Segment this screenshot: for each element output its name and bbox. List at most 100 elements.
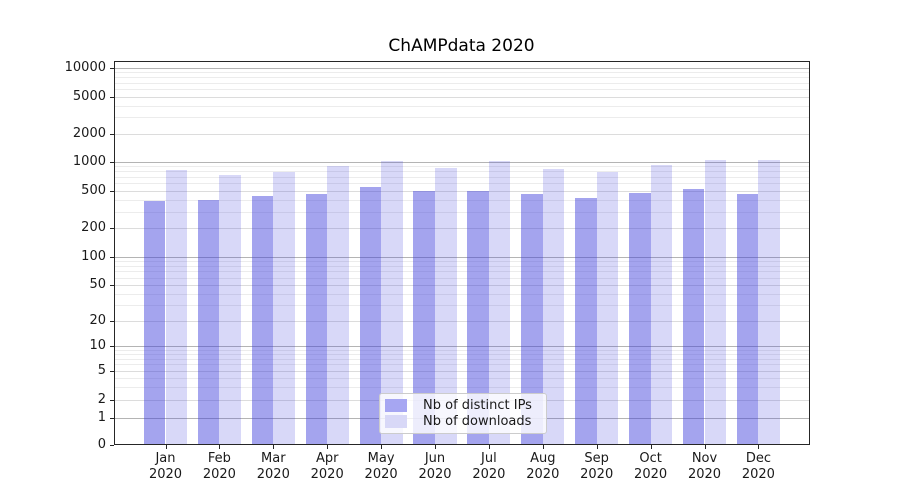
gridline-y-6 bbox=[113, 364, 810, 366]
x-tick-mar bbox=[273, 445, 275, 449]
bar-downloads-aug bbox=[542, 169, 565, 445]
gridline-y-60 bbox=[113, 277, 810, 279]
legend-item-distinct-ips: Nb of distinct IPs bbox=[385, 398, 539, 413]
x-tick-jan bbox=[165, 445, 167, 449]
y-tick-label-1000: 1000 bbox=[72, 154, 106, 169]
bar-distinct-ips-sep bbox=[575, 197, 597, 445]
y-tick-label-5000: 5000 bbox=[72, 89, 106, 104]
chart-title: ChAMPdata 2020 bbox=[388, 36, 535, 56]
y-tick-label-10000: 10000 bbox=[64, 60, 106, 75]
x-tick-label-nov: Nov 2020 bbox=[687, 451, 722, 482]
x-tick-label-sep: Sep 2020 bbox=[580, 451, 614, 482]
y-tick-5 bbox=[109, 371, 114, 372]
y-tick-0 bbox=[109, 445, 114, 446]
x-tick-label-jun: Jun 2020 bbox=[418, 451, 452, 482]
bar-downloads-jun bbox=[435, 167, 457, 445]
y-tick-label-1: 1 bbox=[97, 410, 106, 425]
gridline-y-10 bbox=[113, 346, 810, 347]
gridline-y-4 bbox=[113, 377, 810, 379]
gridline-y-7000 bbox=[113, 82, 810, 84]
gridline-y-200 bbox=[113, 228, 810, 229]
gridline-y-900 bbox=[113, 166, 810, 168]
gridline-y-70 bbox=[113, 271, 810, 273]
gridline-y-40 bbox=[113, 293, 810, 295]
bar-distinct-ips-aug bbox=[521, 193, 543, 445]
y-tick-500 bbox=[109, 191, 114, 192]
y-tick-label-20: 20 bbox=[89, 313, 106, 328]
bar-distinct-ips-jun bbox=[413, 191, 435, 445]
gridline-y-80 bbox=[113, 266, 810, 267]
gridline-y-3 bbox=[113, 386, 810, 388]
gridline-y-300 bbox=[113, 211, 810, 213]
gridline-y-8 bbox=[113, 354, 810, 356]
y-tick-20 bbox=[109, 321, 114, 322]
gridline-y-8000 bbox=[113, 77, 810, 79]
x-tick-label-may: May 2020 bbox=[364, 451, 398, 482]
bar-distinct-ips-jan bbox=[143, 200, 166, 445]
y-tick-200 bbox=[109, 228, 114, 229]
gridline-y-5000 bbox=[113, 97, 810, 98]
x-tick-aug bbox=[542, 445, 544, 449]
gridline-y-500 bbox=[113, 191, 810, 192]
x-tick-oct bbox=[650, 445, 652, 449]
bar-downloads-sep bbox=[596, 171, 619, 445]
x-tick-label-jul: Jul 2020 bbox=[472, 451, 506, 482]
bar-downloads-jul bbox=[488, 161, 511, 445]
plot-area bbox=[113, 60, 810, 445]
gridline-y-7 bbox=[113, 358, 810, 360]
bar-distinct-ips-oct bbox=[629, 193, 651, 445]
x-tick-nov bbox=[704, 445, 706, 449]
y-tick-label-5: 5 bbox=[97, 363, 106, 378]
bar-downloads-oct bbox=[650, 165, 673, 445]
gridline-y-2000 bbox=[113, 133, 810, 135]
bar-downloads-dec bbox=[758, 160, 780, 445]
y-tick-100 bbox=[109, 257, 114, 258]
gridline-y-800 bbox=[113, 171, 810, 173]
y-tick-50 bbox=[109, 285, 114, 286]
x-tick-label-apr: Apr 2020 bbox=[310, 451, 344, 482]
legend: Nb of distinct IPs Nb of downloads bbox=[379, 393, 547, 434]
bar-downloads-may bbox=[381, 160, 403, 445]
gridline-y-20 bbox=[113, 321, 810, 322]
legend-item-downloads: Nb of downloads bbox=[385, 414, 539, 429]
gridline-y-600 bbox=[113, 183, 810, 185]
x-tick-may bbox=[381, 445, 383, 449]
x-tick-label-jan: Jan 2020 bbox=[148, 451, 183, 482]
x-tick-label-feb: Feb 2020 bbox=[202, 451, 236, 482]
bar-downloads-jan bbox=[165, 170, 188, 445]
y-tick-label-500: 500 bbox=[81, 183, 106, 198]
y-tick-label-2: 2 bbox=[97, 391, 106, 407]
x-tick-label-dec: Dec 2020 bbox=[741, 451, 775, 482]
y-tick-1000 bbox=[109, 162, 114, 163]
x-tick-jun bbox=[435, 445, 436, 449]
bar-distinct-ips-dec bbox=[736, 193, 759, 445]
legend-label-distinct-ips: Nb of distinct IPs bbox=[423, 398, 532, 413]
legend-swatch-distinct-ips bbox=[385, 399, 407, 412]
gridline-y-90 bbox=[113, 261, 810, 263]
gridline-y-4000 bbox=[113, 105, 810, 107]
bar-distinct-ips-mar bbox=[251, 196, 274, 445]
bar-distinct-ips-jul bbox=[467, 190, 489, 445]
y-tick-10 bbox=[109, 346, 114, 347]
x-tick-label-aug: Aug 2020 bbox=[526, 451, 560, 482]
bar-distinct-ips-may bbox=[359, 187, 382, 445]
gridline-y-9000 bbox=[113, 72, 810, 74]
gridline-y-100 bbox=[113, 257, 810, 258]
y-tick-2000 bbox=[109, 133, 114, 135]
bar-distinct-ips-nov bbox=[682, 189, 705, 445]
gridline-y-1000 bbox=[113, 162, 810, 163]
x-tick-apr bbox=[327, 445, 329, 449]
y-tick-label-200: 200 bbox=[81, 220, 106, 235]
x-tick-label-oct: Oct 2020 bbox=[634, 451, 668, 482]
gridline-y-400 bbox=[113, 200, 810, 201]
gridline-y-9 bbox=[113, 349, 810, 351]
x-tick-sep bbox=[596, 445, 598, 449]
y-tick-label-50: 50 bbox=[89, 277, 106, 292]
gridline-y-6000 bbox=[113, 89, 810, 91]
x-tick-jul bbox=[488, 445, 490, 449]
bar-distinct-ips-feb bbox=[197, 199, 220, 445]
y-tick-label-100: 100 bbox=[81, 249, 106, 264]
gridline-y-30 bbox=[113, 305, 810, 307]
gridline-y-3000 bbox=[113, 117, 810, 119]
